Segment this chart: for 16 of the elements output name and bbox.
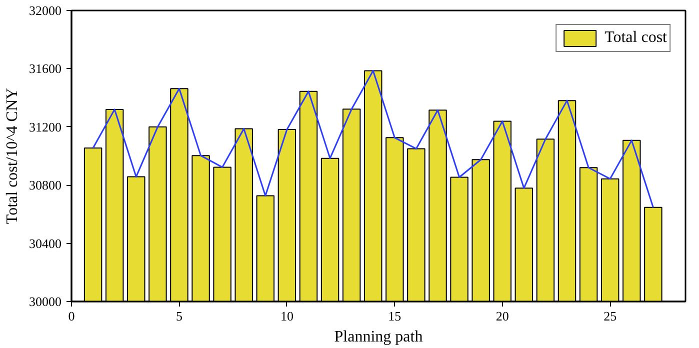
y-axis-title: Total cost/10^4 CNY [4, 87, 21, 224]
y-tick-label: 32000 [29, 3, 62, 18]
x-tick-label: 5 [176, 308, 182, 324]
x-tick-label: 15 [388, 308, 402, 324]
y-tick-label: 31200 [29, 119, 62, 134]
x-tick-label: 0 [68, 308, 75, 324]
x-tick-label: 20 [496, 308, 509, 324]
y-tick-label: 30800 [29, 178, 62, 193]
y-tick-label: 31600 [29, 61, 62, 76]
x-tick-label: 10 [280, 308, 294, 324]
y-tick-label: 30400 [29, 236, 62, 251]
legend-label: Total cost [604, 29, 667, 47]
y-tick-label: 30000 [29, 294, 62, 309]
x-tick-label: 25 [604, 308, 617, 324]
x-axis-title: Planning path [334, 328, 423, 346]
line-series [92, 70, 654, 208]
